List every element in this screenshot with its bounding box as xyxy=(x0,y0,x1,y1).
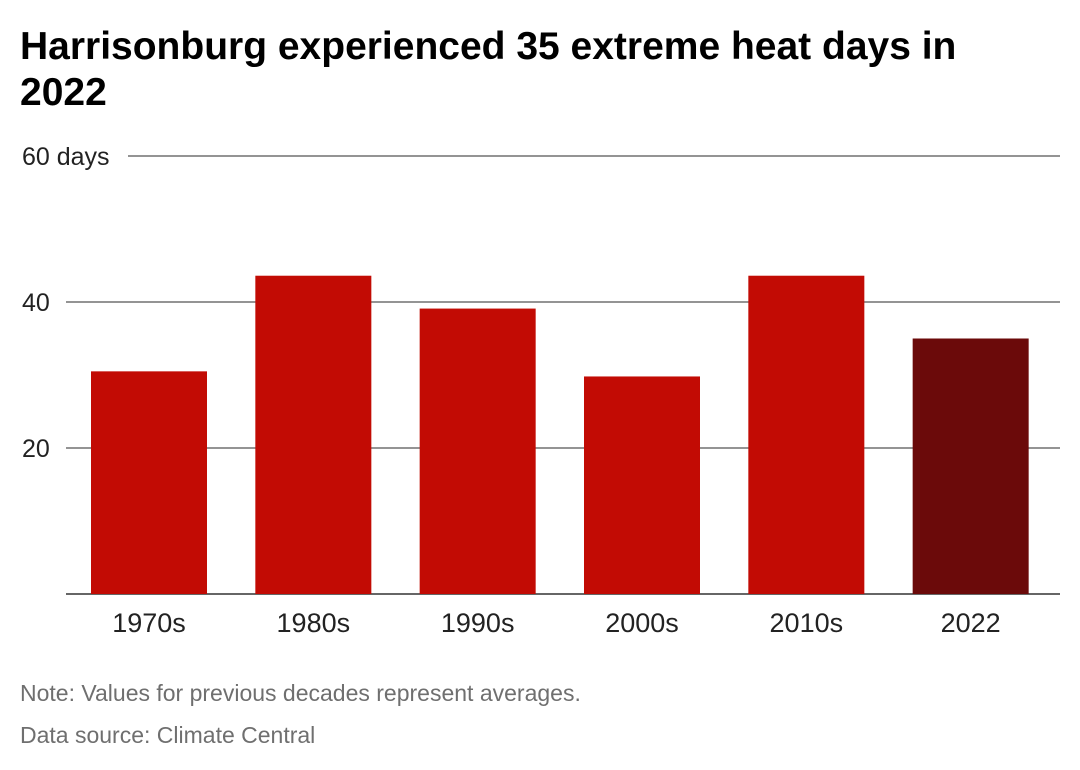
x-tick-label: 2000s xyxy=(605,608,679,638)
bar-1970s xyxy=(91,371,207,594)
bar-2022 xyxy=(912,338,1029,594)
y-tick-label: 20 xyxy=(22,435,50,463)
x-tick-label: 2010s xyxy=(770,608,844,638)
chart-note: Note: Values for previous decades repres… xyxy=(20,680,581,706)
bar-1980s xyxy=(255,275,372,594)
x-tick-label: 1980s xyxy=(277,608,351,638)
bars xyxy=(91,275,1029,594)
bar-2010s xyxy=(748,275,865,594)
data-source: Data source: Climate Central xyxy=(20,722,316,748)
x-tick-label: 2022 xyxy=(941,608,1001,638)
y-tick-labels: 20 40 60 days xyxy=(22,143,110,463)
y-tick-label: 40 xyxy=(22,289,50,317)
x-tick-label: 1990s xyxy=(441,608,515,638)
y-tick-label: 60 days xyxy=(22,143,110,171)
chart-title: Harrisonburg experienced 35 extreme heat… xyxy=(20,25,957,114)
y-gridlines xyxy=(66,155,1060,595)
bar-2000s xyxy=(584,376,700,594)
x-tick-labels: 1970s 1980s 1990s 2000s 2010s 2022 xyxy=(112,608,1000,638)
bar-1990s xyxy=(419,308,536,594)
x-tick-label: 1970s xyxy=(112,608,186,638)
